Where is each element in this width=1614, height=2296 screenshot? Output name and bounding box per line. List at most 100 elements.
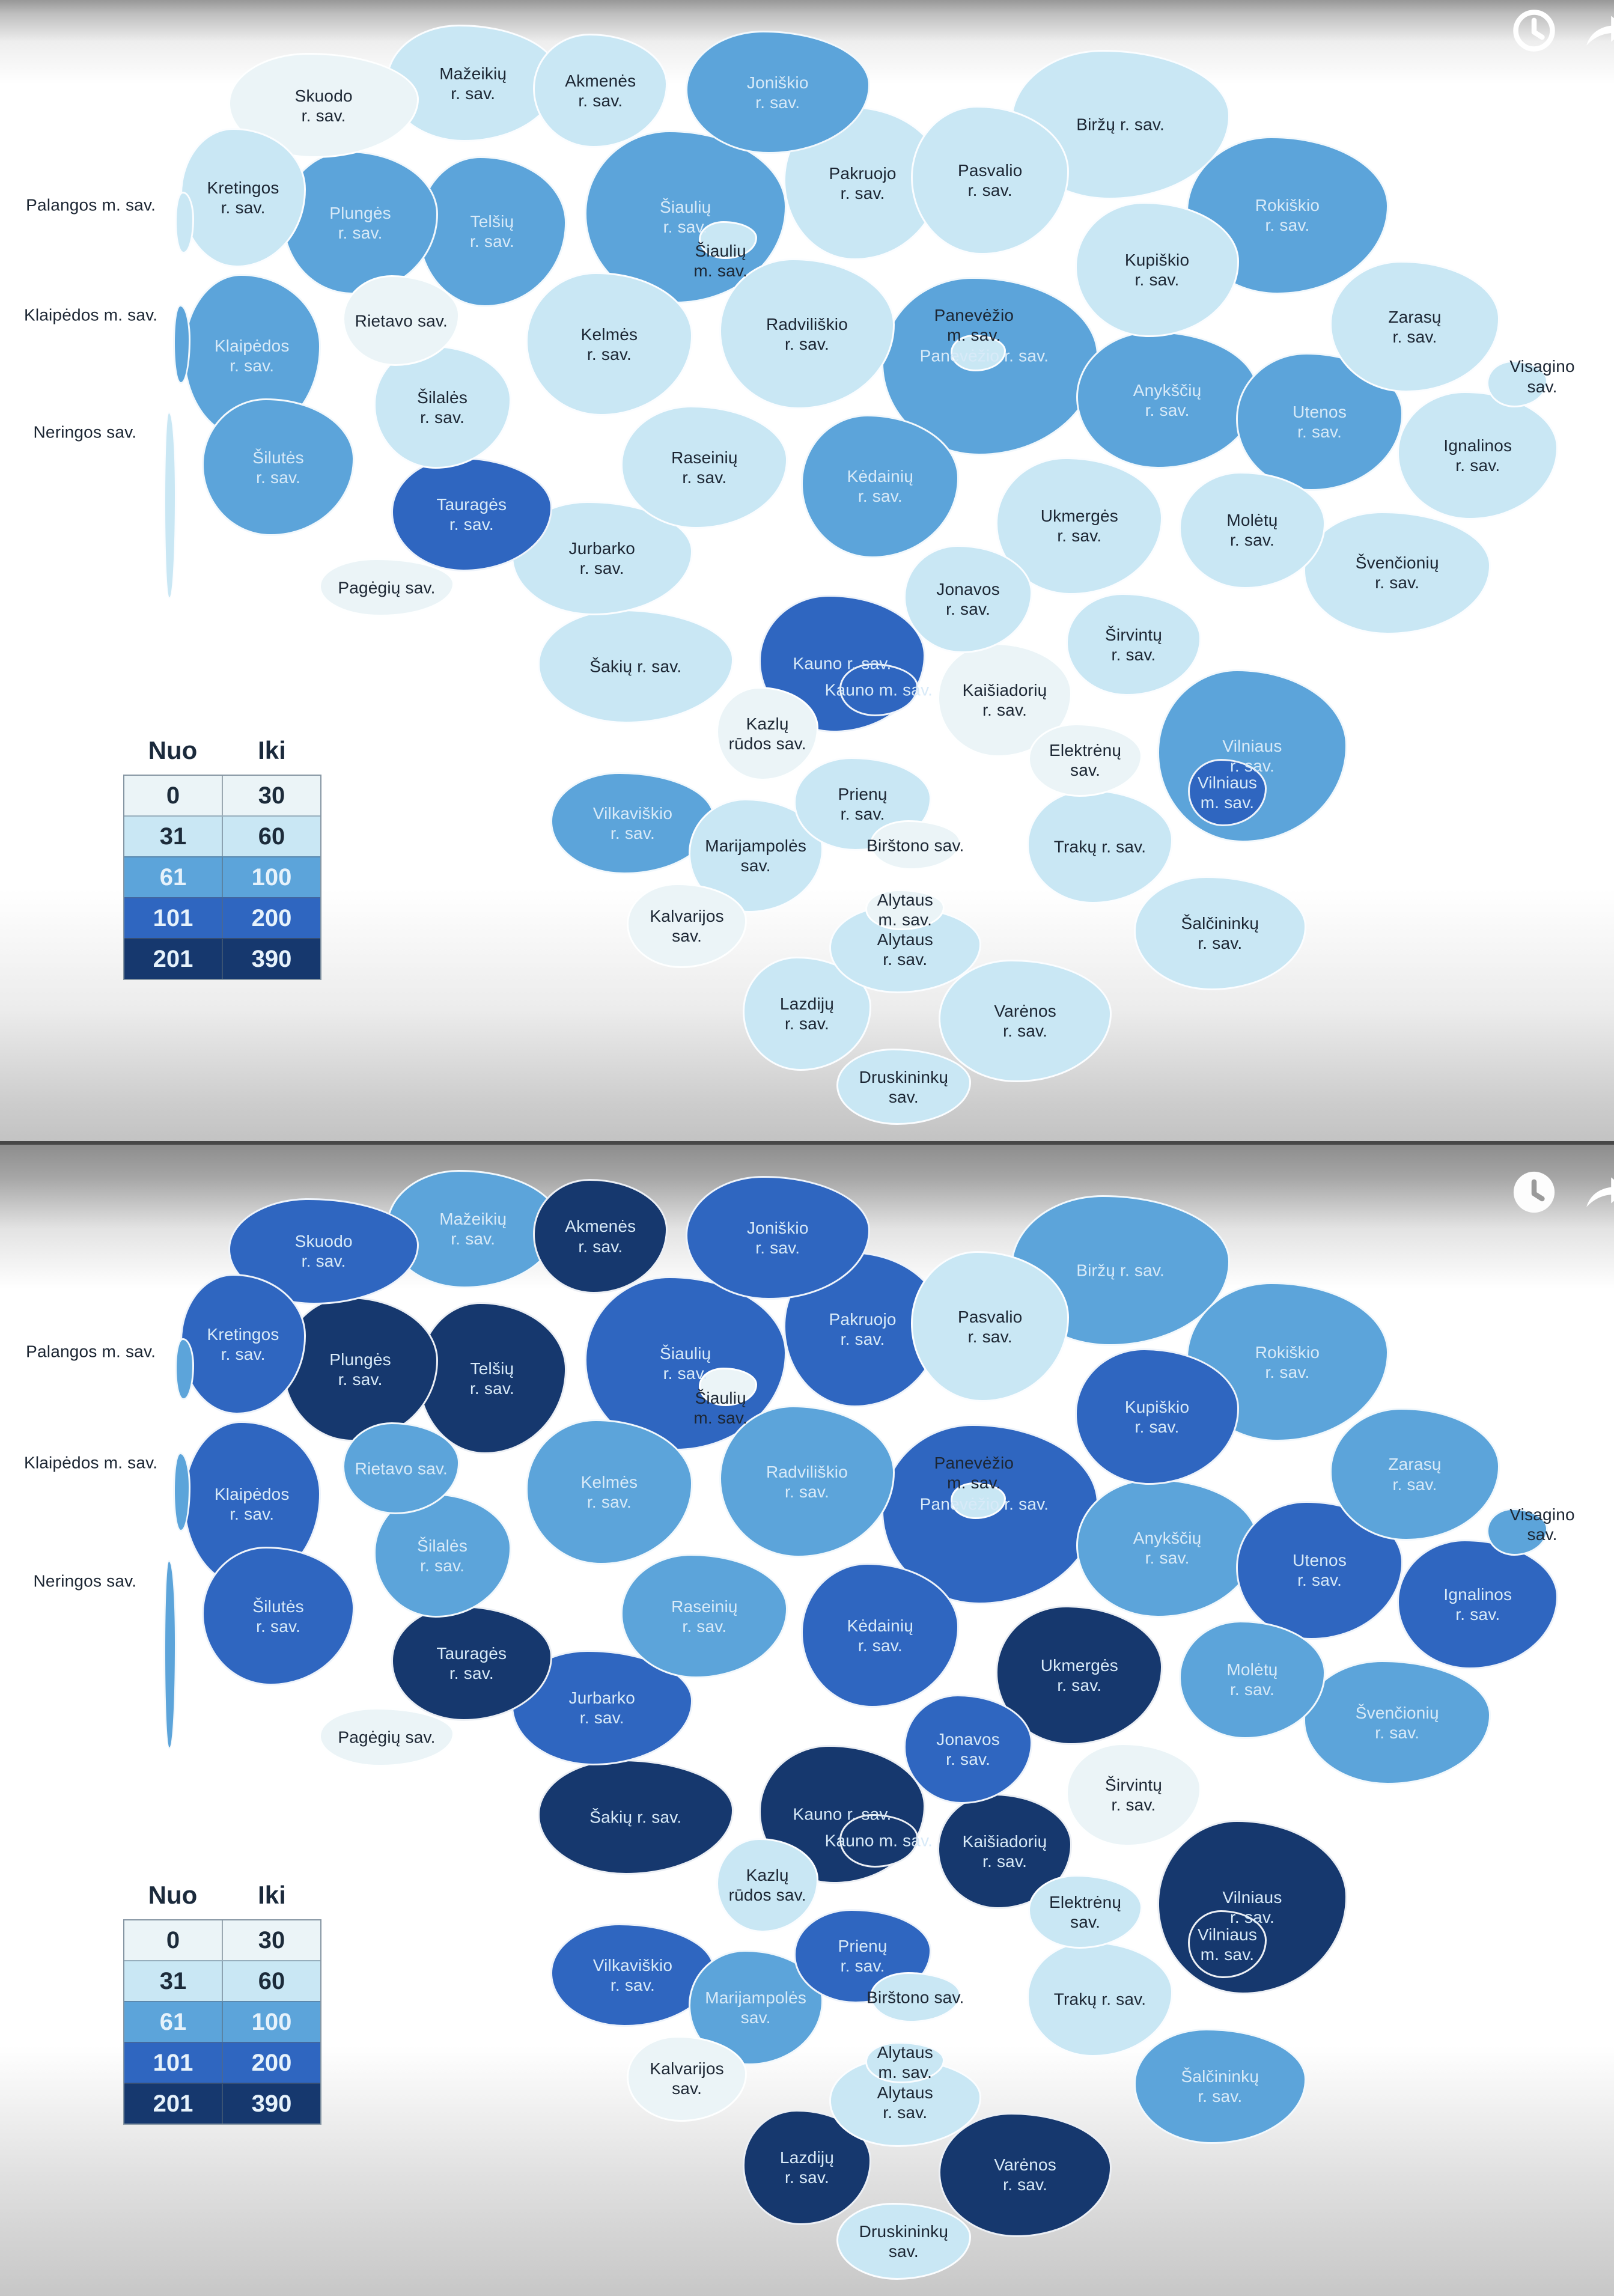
region-kaunas_m <box>839 663 919 717</box>
region-telsiai <box>417 156 567 307</box>
region-kretinga <box>180 128 306 267</box>
region-pasvalys <box>911 1251 1070 1402</box>
region-akmene <box>533 1178 668 1294</box>
region-birstonas <box>869 1972 961 2023</box>
region-visaginas <box>1486 1508 1549 1556</box>
region-telsiai <box>417 1302 567 1455</box>
legend-top: Nuo Iki 0 30 31 60 61 100 101 200 201 390 <box>123 736 321 980</box>
region-siauliai_m <box>698 1368 758 1407</box>
region-jonava <box>903 1694 1033 1804</box>
legend-from-value: 0 <box>124 776 223 815</box>
legend-to-value: 390 <box>251 2090 292 2117</box>
region-kedainiai <box>801 1563 960 1708</box>
region-druskininkai <box>836 1049 971 1125</box>
region-kazlu_ruda <box>716 1838 819 1932</box>
region-klaipeda_m <box>172 305 190 384</box>
region-sirvintos <box>1066 1743 1201 1847</box>
region-panevezys_m <box>950 1482 1006 1520</box>
region-kelme <box>526 272 693 416</box>
region-joniskis <box>685 1175 870 1300</box>
legend-from-value: 31 <box>124 1961 223 2001</box>
region-taurage <box>391 457 552 571</box>
share-icon[interactable] <box>1583 7 1614 54</box>
choropleth-map-bottom: Skuodo r. sav. Mažeikių r. sav. Akmenės r.… <box>0 1145 1614 2296</box>
legend-header: Nuo Iki <box>123 736 321 765</box>
region-panevezys_m <box>950 335 1006 371</box>
legend-rows: 0 30 31 60 61 100 101 200 201 390 <box>123 1919 321 2125</box>
legend-row-3: 61 100 <box>124 2001 320 2042</box>
region-kalvarija <box>627 883 748 969</box>
legend-from-value: 201 <box>124 2084 223 2124</box>
region-moletai <box>1179 471 1326 589</box>
region-radviliskis <box>719 1405 895 1558</box>
legend-row-4: 101 200 <box>124 897 320 938</box>
legend-from-value: 31 <box>124 817 223 856</box>
region-zarasai <box>1330 1407 1500 1541</box>
legend-bottom: Nuo Iki 0 30 31 60 61 100 101 200 201 390 <box>123 1881 321 2125</box>
region-sirvintos <box>1066 593 1201 696</box>
legend-to-value: 60 <box>258 1967 285 1994</box>
region-silute <box>202 398 355 537</box>
legend-from-value: 201 <box>124 939 223 979</box>
region-taurage <box>391 1606 552 1722</box>
region-silale <box>373 1493 511 1618</box>
region-zarasai <box>1330 260 1500 393</box>
region-druskininkai <box>836 2203 971 2280</box>
region-jonava <box>903 544 1033 654</box>
region-svencionys <box>1303 511 1491 635</box>
legend-from-value: 101 <box>124 898 223 938</box>
region-mazeikiai <box>386 25 560 142</box>
legend-to-value: 390 <box>251 945 292 972</box>
region-anyksciai <box>1076 1478 1258 1618</box>
watch-later-icon[interactable] <box>1511 7 1558 54</box>
region-pasvalys <box>911 105 1070 255</box>
legend-row-5: 201 390 <box>124 938 320 979</box>
region-anyksciai <box>1076 330 1258 469</box>
legend-from-label: Nuo <box>148 736 198 764</box>
region-kazlu_ruda <box>716 687 819 781</box>
share-icon[interactable] <box>1583 1169 1614 1216</box>
region-sakiai <box>537 609 734 724</box>
legend-to-label: Iki <box>258 736 286 764</box>
legend-row-4: 101 200 <box>124 2042 320 2083</box>
region-pagegiai <box>319 1708 454 1767</box>
region-birstonas <box>869 820 961 870</box>
legend-row-5: 201 390 <box>124 2083 320 2124</box>
legend-to-value: 200 <box>251 904 292 931</box>
region-akmene <box>533 34 668 148</box>
map-panel-top: Skuodo r. sav. Mažeikių r. sav. Akmenės r.… <box>0 0 1614 1141</box>
region-palanga-label: Palangos m. sav. <box>26 1342 156 1361</box>
legend-to-value: 60 <box>258 823 285 850</box>
region-salcininkai <box>1133 2028 1307 2144</box>
legend-row-1: 0 30 <box>124 1920 320 1960</box>
region-rietavas <box>343 1422 460 1514</box>
legend-header: Nuo Iki <box>123 1881 321 1910</box>
region-vilnius_m <box>1187 758 1267 826</box>
legend-to-label: Iki <box>258 1881 286 1909</box>
legend-from-value: 61 <box>124 857 223 897</box>
region-neringa-label: Neringos sav. <box>33 1571 137 1591</box>
region-neringa <box>163 1560 177 1749</box>
region-vilkaviskis <box>550 1923 715 2027</box>
legend-to-value: 30 <box>258 782 285 809</box>
region-trakai <box>1026 789 1174 904</box>
region-kedainiai <box>801 414 960 558</box>
region-moletai <box>1179 1620 1326 1739</box>
region-silute <box>202 1547 355 1686</box>
region-alytus_m <box>865 889 945 930</box>
region-kalvarija <box>627 2036 748 2122</box>
region-kelme <box>526 1419 693 1565</box>
region-klaipeda_m-label: Klaipėdos m. sav. <box>23 1453 158 1472</box>
region-pagegiai <box>319 558 454 617</box>
legend-from-value: 61 <box>124 2002 223 2042</box>
region-kupiskis <box>1075 202 1240 337</box>
region-varena <box>939 2113 1112 2237</box>
region-sakiai <box>537 1759 734 1875</box>
region-kaunas_m <box>839 1814 919 1868</box>
region-kretinga <box>180 1274 306 1414</box>
legend-row-3: 61 100 <box>124 856 320 897</box>
watch-later-icon[interactable] <box>1511 1169 1558 1216</box>
video-overlay-icons-top <box>1511 7 1614 54</box>
region-salcininkai <box>1133 875 1307 990</box>
legend-from-label: Nuo <box>148 1881 198 1909</box>
